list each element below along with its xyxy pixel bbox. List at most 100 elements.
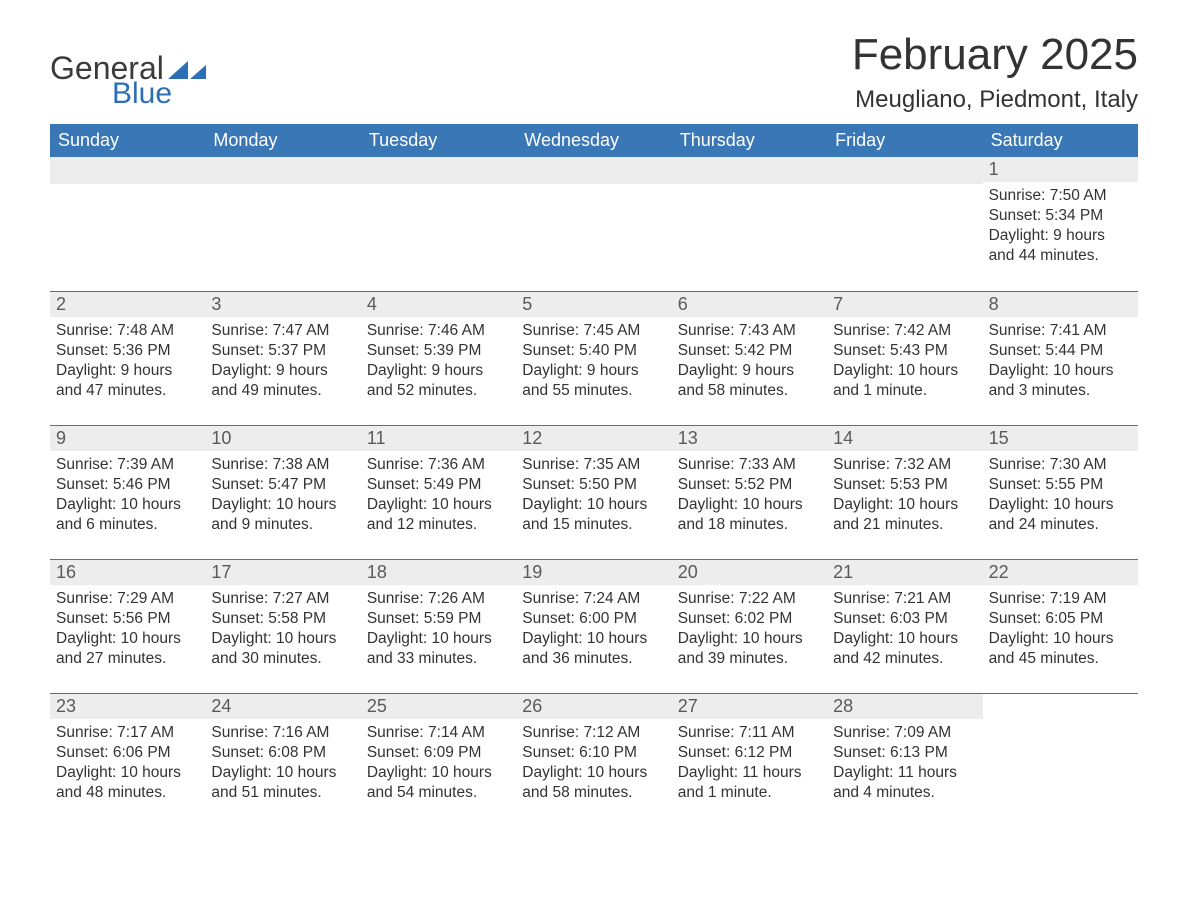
weeks-container: 1Sunrise: 7:50 AMSunset: 5:34 PMDaylight…: [50, 157, 1138, 827]
day-cell: 24Sunrise: 7:16 AMSunset: 6:08 PMDayligh…: [205, 694, 360, 827]
empty-day: [516, 157, 671, 184]
empty-day: [205, 157, 360, 184]
day-cell: 28Sunrise: 7:09 AMSunset: 6:13 PMDayligh…: [827, 694, 982, 827]
daylight-text: Daylight: 9 hours and 55 minutes.: [522, 361, 665, 401]
day-cell: 18Sunrise: 7:26 AMSunset: 5:59 PMDayligh…: [361, 560, 516, 693]
empty-day: [50, 157, 205, 184]
daylight-text: Daylight: 9 hours and 58 minutes.: [678, 361, 821, 401]
sunrise-text: Sunrise: 7:19 AM: [989, 589, 1132, 609]
sunset-text: Sunset: 6:12 PM: [678, 743, 821, 763]
sunset-text: Sunset: 5:40 PM: [522, 341, 665, 361]
sunrise-text: Sunrise: 7:50 AM: [989, 186, 1132, 206]
day-body: Sunrise: 7:16 AMSunset: 6:08 PMDaylight:…: [205, 719, 360, 814]
day-body: Sunrise: 7:22 AMSunset: 6:02 PMDaylight:…: [672, 585, 827, 680]
day-body: Sunrise: 7:32 AMSunset: 5:53 PMDaylight:…: [827, 451, 982, 546]
day-cell: [983, 694, 1138, 827]
logo: General Blue: [50, 50, 206, 111]
sunrise-text: Sunrise: 7:30 AM: [989, 455, 1132, 475]
day-cell: 11Sunrise: 7:36 AMSunset: 5:49 PMDayligh…: [361, 426, 516, 559]
daylight-text: Daylight: 10 hours and 3 minutes.: [989, 361, 1132, 401]
week-row: 9Sunrise: 7:39 AMSunset: 5:46 PMDaylight…: [50, 425, 1138, 559]
day-cell: 6Sunrise: 7:43 AMSunset: 5:42 PMDaylight…: [672, 292, 827, 425]
dow-cell: Tuesday: [361, 124, 516, 157]
day-cell: 20Sunrise: 7:22 AMSunset: 6:02 PMDayligh…: [672, 560, 827, 693]
sunrise-text: Sunrise: 7:48 AM: [56, 321, 199, 341]
day-number: 24: [205, 694, 360, 719]
day-number: 11: [361, 426, 516, 451]
day-cell: 8Sunrise: 7:41 AMSunset: 5:44 PMDaylight…: [983, 292, 1138, 425]
sunrise-text: Sunrise: 7:17 AM: [56, 723, 199, 743]
day-cell: 3Sunrise: 7:47 AMSunset: 5:37 PMDaylight…: [205, 292, 360, 425]
daylight-text: Daylight: 10 hours and 12 minutes.: [367, 495, 510, 535]
daylight-text: Daylight: 10 hours and 18 minutes.: [678, 495, 821, 535]
day-body: Sunrise: 7:43 AMSunset: 5:42 PMDaylight:…: [672, 317, 827, 412]
sunrise-text: Sunrise: 7:11 AM: [678, 723, 821, 743]
day-number: 9: [50, 426, 205, 451]
sunset-text: Sunset: 5:39 PM: [367, 341, 510, 361]
header: General Blue February 2025 Meugliano, Pi…: [50, 30, 1138, 114]
month-title: February 2025: [852, 30, 1138, 80]
day-body: Sunrise: 7:26 AMSunset: 5:59 PMDaylight:…: [361, 585, 516, 680]
sunrise-text: Sunrise: 7:14 AM: [367, 723, 510, 743]
day-number: 14: [827, 426, 982, 451]
dow-cell: Thursday: [672, 124, 827, 157]
sunset-text: Sunset: 5:58 PM: [211, 609, 354, 629]
daylight-text: Daylight: 10 hours and 30 minutes.: [211, 629, 354, 669]
sunset-text: Sunset: 6:06 PM: [56, 743, 199, 763]
day-cell: 10Sunrise: 7:38 AMSunset: 5:47 PMDayligh…: [205, 426, 360, 559]
sunrise-text: Sunrise: 7:36 AM: [367, 455, 510, 475]
daylight-text: Daylight: 10 hours and 21 minutes.: [833, 495, 976, 535]
sunset-text: Sunset: 5:42 PM: [678, 341, 821, 361]
daylight-text: Daylight: 10 hours and 39 minutes.: [678, 629, 821, 669]
sunset-text: Sunset: 5:52 PM: [678, 475, 821, 495]
empty-day: [361, 157, 516, 184]
day-of-week-header: SundayMondayTuesdayWednesdayThursdayFrid…: [50, 124, 1138, 157]
sunrise-text: Sunrise: 7:16 AM: [211, 723, 354, 743]
daylight-text: Daylight: 10 hours and 58 minutes.: [522, 763, 665, 803]
day-body: Sunrise: 7:35 AMSunset: 5:50 PMDaylight:…: [516, 451, 671, 546]
day-number: 13: [672, 426, 827, 451]
day-cell: 22Sunrise: 7:19 AMSunset: 6:05 PMDayligh…: [983, 560, 1138, 693]
day-cell: 2Sunrise: 7:48 AMSunset: 5:36 PMDaylight…: [50, 292, 205, 425]
day-cell: 23Sunrise: 7:17 AMSunset: 6:06 PMDayligh…: [50, 694, 205, 827]
day-number: 26: [516, 694, 671, 719]
daylight-text: Daylight: 10 hours and 51 minutes.: [211, 763, 354, 803]
day-cell: 16Sunrise: 7:29 AMSunset: 5:56 PMDayligh…: [50, 560, 205, 693]
day-body: Sunrise: 7:45 AMSunset: 5:40 PMDaylight:…: [516, 317, 671, 412]
daylight-text: Daylight: 9 hours and 49 minutes.: [211, 361, 354, 401]
sunrise-text: Sunrise: 7:22 AM: [678, 589, 821, 609]
daylight-text: Daylight: 9 hours and 52 minutes.: [367, 361, 510, 401]
day-body: Sunrise: 7:42 AMSunset: 5:43 PMDaylight:…: [827, 317, 982, 412]
day-cell: 5Sunrise: 7:45 AMSunset: 5:40 PMDaylight…: [516, 292, 671, 425]
day-number: 5: [516, 292, 671, 317]
sunrise-text: Sunrise: 7:26 AM: [367, 589, 510, 609]
sunset-text: Sunset: 6:09 PM: [367, 743, 510, 763]
day-body: Sunrise: 7:14 AMSunset: 6:09 PMDaylight:…: [361, 719, 516, 814]
day-cell: [827, 157, 982, 291]
day-cell: 21Sunrise: 7:21 AMSunset: 6:03 PMDayligh…: [827, 560, 982, 693]
day-body: Sunrise: 7:39 AMSunset: 5:46 PMDaylight:…: [50, 451, 205, 546]
day-number: 16: [50, 560, 205, 585]
sunrise-text: Sunrise: 7:42 AM: [833, 321, 976, 341]
daylight-text: Daylight: 10 hours and 6 minutes.: [56, 495, 199, 535]
day-cell: [361, 157, 516, 291]
day-cell: 7Sunrise: 7:42 AMSunset: 5:43 PMDaylight…: [827, 292, 982, 425]
sunset-text: Sunset: 5:49 PM: [367, 475, 510, 495]
day-cell: [516, 157, 671, 291]
day-cell: 15Sunrise: 7:30 AMSunset: 5:55 PMDayligh…: [983, 426, 1138, 559]
day-cell: 13Sunrise: 7:33 AMSunset: 5:52 PMDayligh…: [672, 426, 827, 559]
daylight-text: Daylight: 10 hours and 42 minutes.: [833, 629, 976, 669]
day-body: Sunrise: 7:29 AMSunset: 5:56 PMDaylight:…: [50, 585, 205, 680]
day-number: 23: [50, 694, 205, 719]
day-cell: [50, 157, 205, 291]
day-cell: 17Sunrise: 7:27 AMSunset: 5:58 PMDayligh…: [205, 560, 360, 693]
sunset-text: Sunset: 5:36 PM: [56, 341, 199, 361]
day-cell: 1Sunrise: 7:50 AMSunset: 5:34 PMDaylight…: [983, 157, 1138, 291]
day-cell: 9Sunrise: 7:39 AMSunset: 5:46 PMDaylight…: [50, 426, 205, 559]
dow-cell: Monday: [205, 124, 360, 157]
daylight-text: Daylight: 10 hours and 45 minutes.: [989, 629, 1132, 669]
day-body: Sunrise: 7:17 AMSunset: 6:06 PMDaylight:…: [50, 719, 205, 814]
day-number: 7: [827, 292, 982, 317]
day-body: Sunrise: 7:36 AMSunset: 5:49 PMDaylight:…: [361, 451, 516, 546]
day-body: Sunrise: 7:47 AMSunset: 5:37 PMDaylight:…: [205, 317, 360, 412]
